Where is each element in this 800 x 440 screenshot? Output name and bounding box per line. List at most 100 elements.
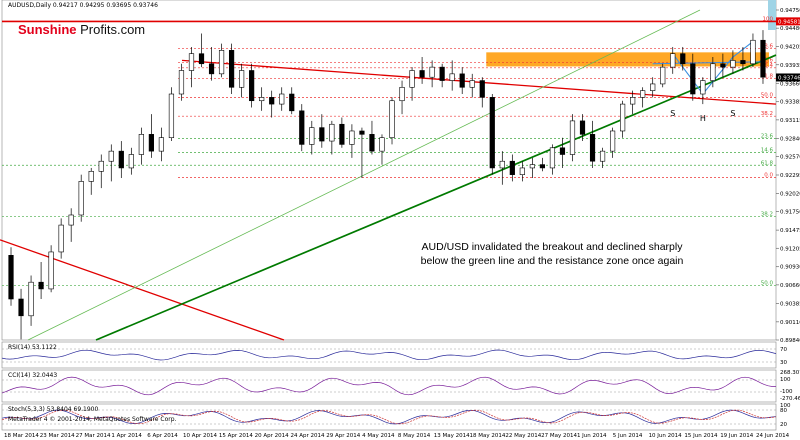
stoch-level-label: 80 xyxy=(780,408,787,414)
candle-body xyxy=(88,171,94,182)
candle-body xyxy=(609,130,616,152)
candle-body xyxy=(579,120,586,135)
candle-body xyxy=(359,130,365,135)
x-tick-label: 10 Apr 2014 xyxy=(183,433,218,439)
candle-body xyxy=(208,63,215,75)
candle-body xyxy=(18,298,24,317)
candle-body xyxy=(620,103,626,132)
candle-body xyxy=(439,66,445,81)
candle-body xyxy=(680,53,686,65)
candle-body xyxy=(289,93,295,112)
rsi-line xyxy=(1,349,777,361)
current-price-label: 0.93746 xyxy=(778,75,800,81)
rsi-level-label: 30 xyxy=(780,360,787,366)
y-tick-label: 0.93385 xyxy=(780,100,800,106)
x-tick-label: 29 Apr 2014 xyxy=(326,433,361,439)
y-tick-label: 0.93115 xyxy=(780,118,800,124)
candle-body xyxy=(489,97,495,169)
candle-body xyxy=(329,123,335,142)
fib-label: 38.2 xyxy=(761,111,773,117)
candle-body xyxy=(419,70,425,78)
rsi-label: RSI(14) 53.1122 xyxy=(8,344,57,351)
x-tick-label: 23 Mar 2014 xyxy=(40,433,75,439)
candle-body xyxy=(58,224,64,253)
x-tick-label: 24 Apr 2014 xyxy=(290,433,325,439)
x-tick-label: 5 Jun 2014 xyxy=(613,433,643,439)
cci-level-label: 268.3074 xyxy=(780,370,800,376)
candle-body xyxy=(409,70,415,88)
candle-body xyxy=(449,73,455,81)
candle-body xyxy=(459,73,465,88)
fib-label: 23.6 xyxy=(761,133,774,139)
annotation-line-1: AUD/USD invalidated the breakout and dec… xyxy=(421,241,683,253)
x-tick-label: 18 May 2014 xyxy=(470,433,506,439)
candle-body xyxy=(499,160,505,169)
candle-body xyxy=(650,83,656,91)
candle-body xyxy=(158,137,165,152)
y-tick-label: 0.93935 xyxy=(780,63,800,69)
x-tick-label: 8 May 2014 xyxy=(398,433,431,439)
fib-label: 61.8 xyxy=(761,160,774,166)
cci-level-label: -100 xyxy=(780,389,793,395)
candle-body xyxy=(269,97,275,105)
candle-body xyxy=(670,53,676,68)
x-tick-label: 19 Jun 2014 xyxy=(720,433,754,439)
candle-body xyxy=(188,53,195,71)
candle-body xyxy=(38,281,44,290)
stoch-main-line xyxy=(1,409,777,425)
x-tick-label: 24 Jun 2014 xyxy=(756,433,790,439)
candle-body xyxy=(48,251,54,290)
candle-body xyxy=(148,134,154,152)
x-tick-label: 15 Jun 2014 xyxy=(684,433,718,439)
x-tick-label: 27 May 2014 xyxy=(541,433,577,439)
pattern-label: H xyxy=(700,114,706,123)
candle-body xyxy=(299,110,305,145)
candle-body xyxy=(760,39,766,78)
high-price-label: 0.94581 xyxy=(778,19,800,25)
candle-body xyxy=(78,181,84,216)
candle-body xyxy=(309,127,315,145)
brand-part-1: Sunshine xyxy=(18,22,77,37)
fib-label: 0.0 xyxy=(764,172,773,178)
candle-body xyxy=(740,60,746,65)
candle-body xyxy=(8,255,14,300)
candle-body xyxy=(389,100,395,138)
stoch-level-label: 20 xyxy=(780,422,787,428)
fib-label: 50.0 xyxy=(761,281,774,287)
fib-label: 88.6 xyxy=(761,43,774,49)
main-panel-frame xyxy=(1,0,777,341)
candle-body xyxy=(349,130,355,145)
candle-body xyxy=(710,63,716,81)
candle-body xyxy=(599,150,606,162)
high-price-box xyxy=(776,17,800,26)
candle-body xyxy=(198,53,205,65)
candle-body xyxy=(249,70,255,102)
candle-body xyxy=(539,164,546,169)
candle-body xyxy=(138,134,144,155)
x-tick-label: 27 Mar 2014 xyxy=(76,433,111,439)
candle-body xyxy=(529,164,535,169)
candle-body xyxy=(108,150,114,162)
cci-level-label: -270.4642 xyxy=(780,396,800,402)
candle-body xyxy=(128,154,134,169)
rsi-level-label: 70 xyxy=(780,347,787,353)
pattern-label: S xyxy=(670,109,675,118)
fib-label: 38.2 xyxy=(761,211,773,217)
brand-logo: Sunshine Profits.com xyxy=(18,22,145,37)
cci-label: CCI(14) 32.0443 xyxy=(8,372,58,379)
candle-body xyxy=(700,80,706,95)
candle-body xyxy=(660,66,666,85)
candle-body xyxy=(168,93,175,138)
symbol-header: AUDUSD,Daily 0.94217 0.94295 0.93695 0.9… xyxy=(8,2,158,9)
candle-body xyxy=(519,167,525,175)
y-tick-label: 0.91475 xyxy=(780,228,800,234)
x-tick-label: 6 Apr 2014 xyxy=(147,433,178,439)
x-tick-label: 13 May 2014 xyxy=(434,433,470,439)
